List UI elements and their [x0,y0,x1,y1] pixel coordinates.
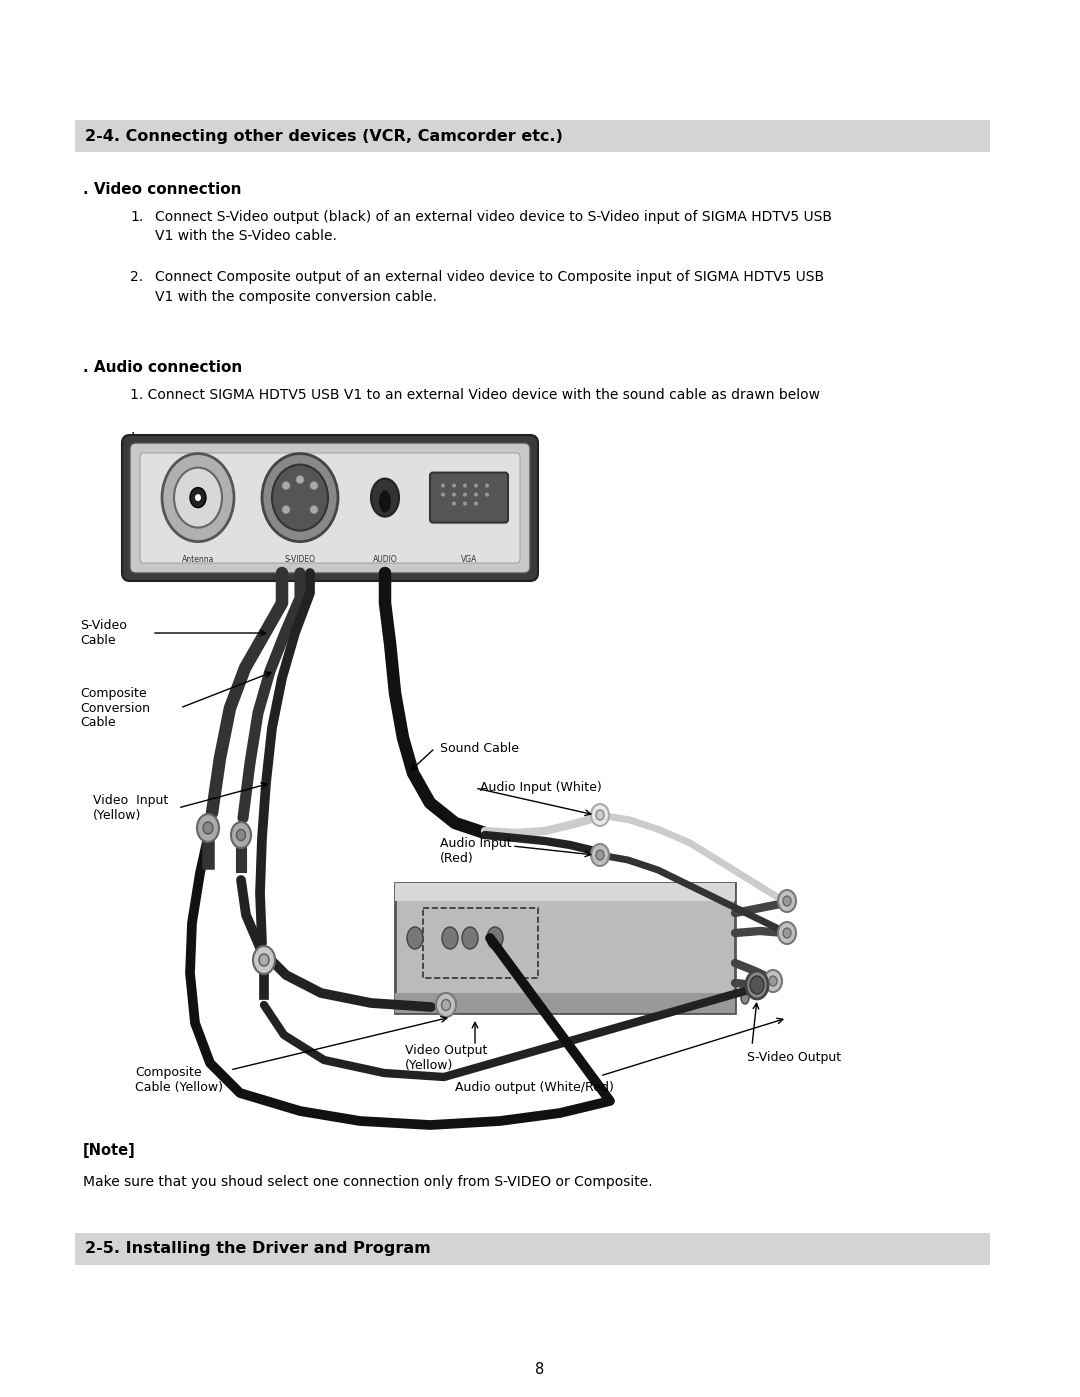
Text: Composite
Cable (Yellow): Composite Cable (Yellow) [135,1066,222,1094]
Ellipse shape [407,928,423,949]
Text: Audio Input
(Red): Audio Input (Red) [440,837,512,865]
Ellipse shape [442,928,458,949]
Ellipse shape [441,483,445,488]
Ellipse shape [783,928,791,937]
FancyBboxPatch shape [130,443,530,573]
Text: 1.: 1. [130,210,144,224]
Bar [423,908,538,978]
Ellipse shape [750,977,764,995]
Ellipse shape [778,890,796,912]
Text: .: . [130,423,134,437]
Text: AUDIO: AUDIO [373,555,397,564]
Text: Video Output
(Yellow): Video Output (Yellow) [405,1044,487,1071]
Ellipse shape [487,928,503,949]
Ellipse shape [769,977,777,986]
Ellipse shape [778,922,796,944]
Ellipse shape [379,490,391,513]
Text: Antenna: Antenna [181,555,214,564]
Text: Make sure that you shoud select one connection only from S-VIDEO or Composite.: Make sure that you shoud select one conn… [83,1175,652,1189]
FancyBboxPatch shape [430,472,508,522]
Ellipse shape [453,493,456,496]
Ellipse shape [764,970,782,992]
Text: 2.: 2. [130,270,144,284]
Ellipse shape [203,821,213,834]
Text: S-VIDEO: S-VIDEO [284,555,315,564]
Ellipse shape [282,506,291,514]
Ellipse shape [282,482,291,489]
Ellipse shape [596,810,604,820]
Text: 1. Connect SIGMA HDTV5 USB V1 to an external Video device with the sound cable a: 1. Connect SIGMA HDTV5 USB V1 to an exte… [130,388,820,402]
Text: Audio Input (White): Audio Input (White) [480,781,602,795]
Ellipse shape [162,454,234,542]
Ellipse shape [372,479,399,517]
Bar [395,993,735,1013]
Bar [395,883,735,1013]
Ellipse shape [485,483,489,488]
Ellipse shape [463,493,467,496]
Ellipse shape [441,493,445,496]
Ellipse shape [259,954,269,965]
Ellipse shape [296,475,303,483]
Ellipse shape [591,844,609,866]
Text: . Video connection: . Video connection [83,182,242,197]
Text: Video  Input
(Yellow): Video Input (Yellow) [93,793,168,821]
Ellipse shape [474,483,478,488]
Ellipse shape [485,493,489,496]
Ellipse shape [462,928,478,949]
Ellipse shape [253,946,275,974]
Text: S-Video Output: S-Video Output [747,1052,841,1065]
Text: Audio output (White/Red): Audio output (White/Red) [455,1081,613,1094]
Ellipse shape [262,454,338,542]
Text: 2-5. Installing the Driver and Program: 2-5. Installing the Driver and Program [85,1242,431,1256]
Ellipse shape [463,502,467,506]
Ellipse shape [746,971,768,999]
Ellipse shape [591,805,609,826]
Ellipse shape [442,999,450,1010]
Ellipse shape [272,465,328,531]
Text: [Note]: [Note] [83,1143,136,1158]
Text: . Audio connection: . Audio connection [83,360,242,374]
Ellipse shape [436,993,456,1017]
Text: Sound Cable: Sound Cable [440,742,519,754]
Text: Composite
Conversion
Cable: Composite Conversion Cable [80,686,150,729]
Ellipse shape [190,488,206,507]
Ellipse shape [596,849,604,861]
Text: 8: 8 [536,1362,544,1377]
Ellipse shape [741,992,750,1004]
Text: Connect Composite output of an external video device to Composite input of SIGMA: Connect Composite output of an external … [156,270,824,303]
Ellipse shape [783,895,791,907]
Text: 2-4. Connecting other devices (VCR, Camcorder etc.): 2-4. Connecting other devices (VCR, Camc… [85,129,563,144]
Ellipse shape [310,482,318,489]
Ellipse shape [195,495,201,502]
Ellipse shape [310,506,318,514]
Ellipse shape [237,830,245,841]
Bar [75,1234,990,1266]
Text: Connect S-Video output (black) of an external video device to S-Video input of S: Connect S-Video output (black) of an ext… [156,210,832,243]
FancyBboxPatch shape [122,434,538,581]
Text: S-Video
Cable: S-Video Cable [80,619,126,647]
Ellipse shape [453,502,456,506]
Ellipse shape [474,493,478,496]
Ellipse shape [174,468,222,528]
Ellipse shape [474,502,478,506]
Text: VGA: VGA [461,555,477,564]
Ellipse shape [231,821,251,848]
Ellipse shape [453,483,456,488]
Ellipse shape [197,814,219,842]
FancyBboxPatch shape [140,453,519,563]
Bar [75,120,990,152]
Bar [395,883,735,901]
Ellipse shape [463,483,467,488]
